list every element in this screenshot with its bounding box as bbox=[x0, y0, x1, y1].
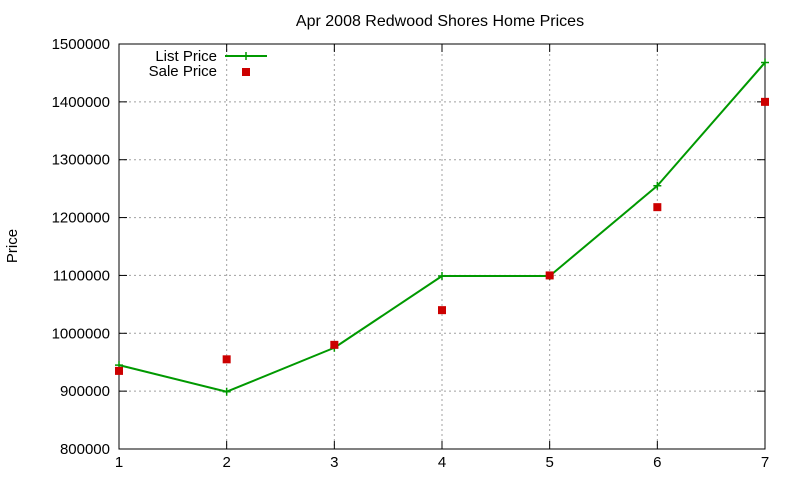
sale-price-point bbox=[115, 366, 123, 375]
x-tick-label: 2 bbox=[222, 454, 230, 471]
sale-price-point bbox=[653, 203, 662, 212]
list-price-line-segment bbox=[333, 275, 443, 349]
x-tick-label: 7 bbox=[761, 454, 769, 471]
sale-price-point bbox=[330, 340, 339, 349]
y-tick-label: 1100000 bbox=[53, 267, 110, 284]
x-tick-label: 6 bbox=[653, 454, 661, 471]
list-price-point bbox=[653, 181, 662, 190]
list-price-line-segment bbox=[226, 346, 335, 393]
x-tick-label: 1 bbox=[115, 454, 123, 471]
legend-label-list-price: List Price bbox=[155, 48, 217, 65]
y-tick-label: 800000 bbox=[60, 441, 110, 458]
y-tick-label: 1500000 bbox=[52, 36, 110, 53]
y-tick-label: 1200000 bbox=[52, 210, 110, 227]
chart-title: Apr 2008 Redwood Shores Home Prices bbox=[296, 13, 584, 30]
y-tick-label: 900000 bbox=[60, 383, 110, 400]
sale-price-point bbox=[222, 355, 231, 364]
legend-marker-sale-price bbox=[242, 68, 250, 76]
sale-price-point bbox=[761, 97, 769, 106]
list-price-line-segment bbox=[656, 61, 766, 187]
x-tick-label: 5 bbox=[545, 454, 553, 471]
x-tick-label: 3 bbox=[330, 454, 338, 471]
y-tick-label: 1000000 bbox=[52, 325, 110, 342]
x-tick-label: 4 bbox=[438, 454, 446, 471]
sale-price-point bbox=[438, 306, 446, 315]
list-price-line-segment bbox=[549, 184, 658, 277]
list-price-point bbox=[222, 387, 231, 396]
list-price-line-segment bbox=[118, 364, 227, 393]
list-price-point bbox=[438, 272, 446, 281]
y-tick-label: 1300000 bbox=[52, 152, 110, 169]
legend-label-sale-price: Sale Price bbox=[149, 63, 217, 80]
legend-marker-list-price bbox=[242, 52, 250, 60]
y-tick-label: 1400000 bbox=[52, 94, 110, 111]
y-axis-label: Price bbox=[4, 229, 21, 263]
sale-price-point bbox=[545, 271, 554, 280]
list-price-point bbox=[761, 58, 769, 67]
